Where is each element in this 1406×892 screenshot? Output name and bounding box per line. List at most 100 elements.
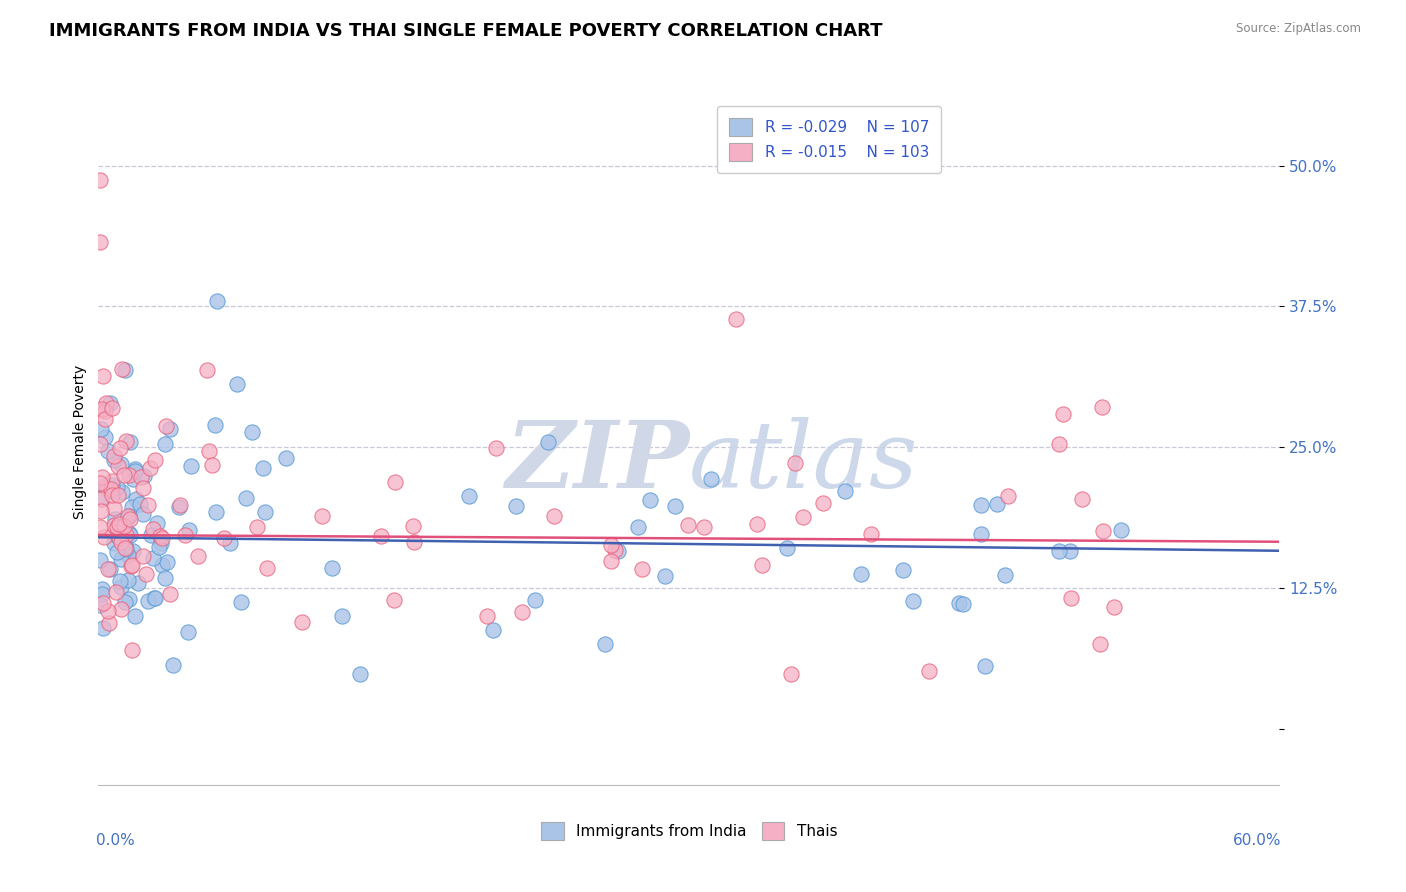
Point (162, 657, 184, 672)
Point (135, 567, 157, 582)
Point (129, 497, 152, 511)
Point (952, 597, 974, 611)
Point (121, 543, 143, 558)
Point (111, 361, 134, 376)
Point (94, 479, 117, 493)
Point (142, 522, 165, 536)
Point (125, 491, 148, 506)
Point (153, 571, 176, 585)
Point (93, 530, 115, 544)
Point (91, 620, 114, 634)
Point (1071, 491, 1094, 506)
Point (97, 443, 120, 458)
Point (776, 541, 799, 555)
Point (481, 623, 503, 637)
Point (110, 580, 132, 594)
Point (724, 311, 747, 326)
Point (103, 518, 125, 533)
Point (1052, 408, 1074, 422)
Point (127, 576, 149, 591)
Point (96, 481, 118, 495)
Point (107, 458, 129, 473)
Point (110, 552, 132, 566)
Point (89, 598, 111, 612)
Point (891, 563, 914, 577)
Point (112, 519, 135, 533)
Point (105, 529, 128, 543)
Point (136, 499, 159, 513)
Point (114, 362, 136, 376)
Point (813, 495, 835, 509)
Point (90, 504, 112, 518)
Point (600, 554, 623, 568)
Point (143, 591, 166, 606)
Point (969, 526, 991, 541)
Point (231, 595, 253, 609)
Point (89, 520, 111, 534)
Legend: Immigrants from India, Thais: Immigrants from India, Thais (534, 816, 844, 846)
Point (204, 417, 226, 432)
Point (700, 472, 723, 486)
Point (970, 498, 993, 512)
Point (537, 435, 560, 450)
Point (91, 586, 114, 600)
Point (124, 464, 146, 478)
Point (1092, 524, 1115, 539)
Point (114, 541, 136, 556)
Point (100, 487, 122, 501)
Point (89, 437, 111, 451)
Point (89, 552, 111, 566)
Point (1047, 437, 1070, 451)
Point (121, 500, 143, 514)
Point (156, 555, 179, 569)
Point (90, 422, 112, 436)
Point (997, 489, 1019, 503)
Point (100, 483, 122, 498)
Point (97, 562, 120, 576)
Point (105, 520, 128, 534)
Point (599, 538, 621, 552)
Point (110, 602, 132, 616)
Point (370, 529, 392, 543)
Point (180, 458, 202, 473)
Point (91, 469, 114, 483)
Point (627, 519, 650, 533)
Point (384, 475, 406, 489)
Point (638, 492, 661, 507)
Point (114, 541, 136, 556)
Point (105, 480, 128, 494)
Point (593, 637, 616, 651)
Point (252, 460, 274, 475)
Point (98, 395, 121, 409)
Point (167, 500, 190, 515)
Point (779, 667, 801, 681)
Point (114, 539, 136, 553)
Point (1047, 544, 1070, 558)
Point (143, 453, 166, 467)
Point (676, 517, 699, 532)
Point (142, 551, 165, 566)
Point (201, 458, 224, 473)
Point (110, 457, 132, 471)
Point (834, 483, 856, 498)
Point (94, 404, 117, 418)
Point (917, 665, 939, 679)
Point (120, 559, 142, 574)
Point (104, 585, 127, 599)
Text: ZIP: ZIP (505, 417, 689, 508)
Point (219, 536, 242, 550)
Point (120, 528, 142, 542)
Point (100, 482, 122, 496)
Point (994, 567, 1017, 582)
Text: 0.0%: 0.0% (96, 833, 135, 848)
Point (1060, 591, 1083, 606)
Point (121, 558, 143, 573)
Point (90, 492, 112, 507)
Point (693, 520, 716, 534)
Point (986, 497, 1008, 511)
Point (118, 525, 141, 540)
Point (139, 528, 162, 542)
Text: IMMIGRANTS FROM INDIA VS THAI SINGLE FEMALE POVERTY CORRELATION CHART: IMMIGRANTS FROM INDIA VS THAI SINGLE FEM… (49, 22, 883, 40)
Point (110, 534, 132, 549)
Y-axis label: Single Female Poverty: Single Female Poverty (73, 365, 87, 518)
